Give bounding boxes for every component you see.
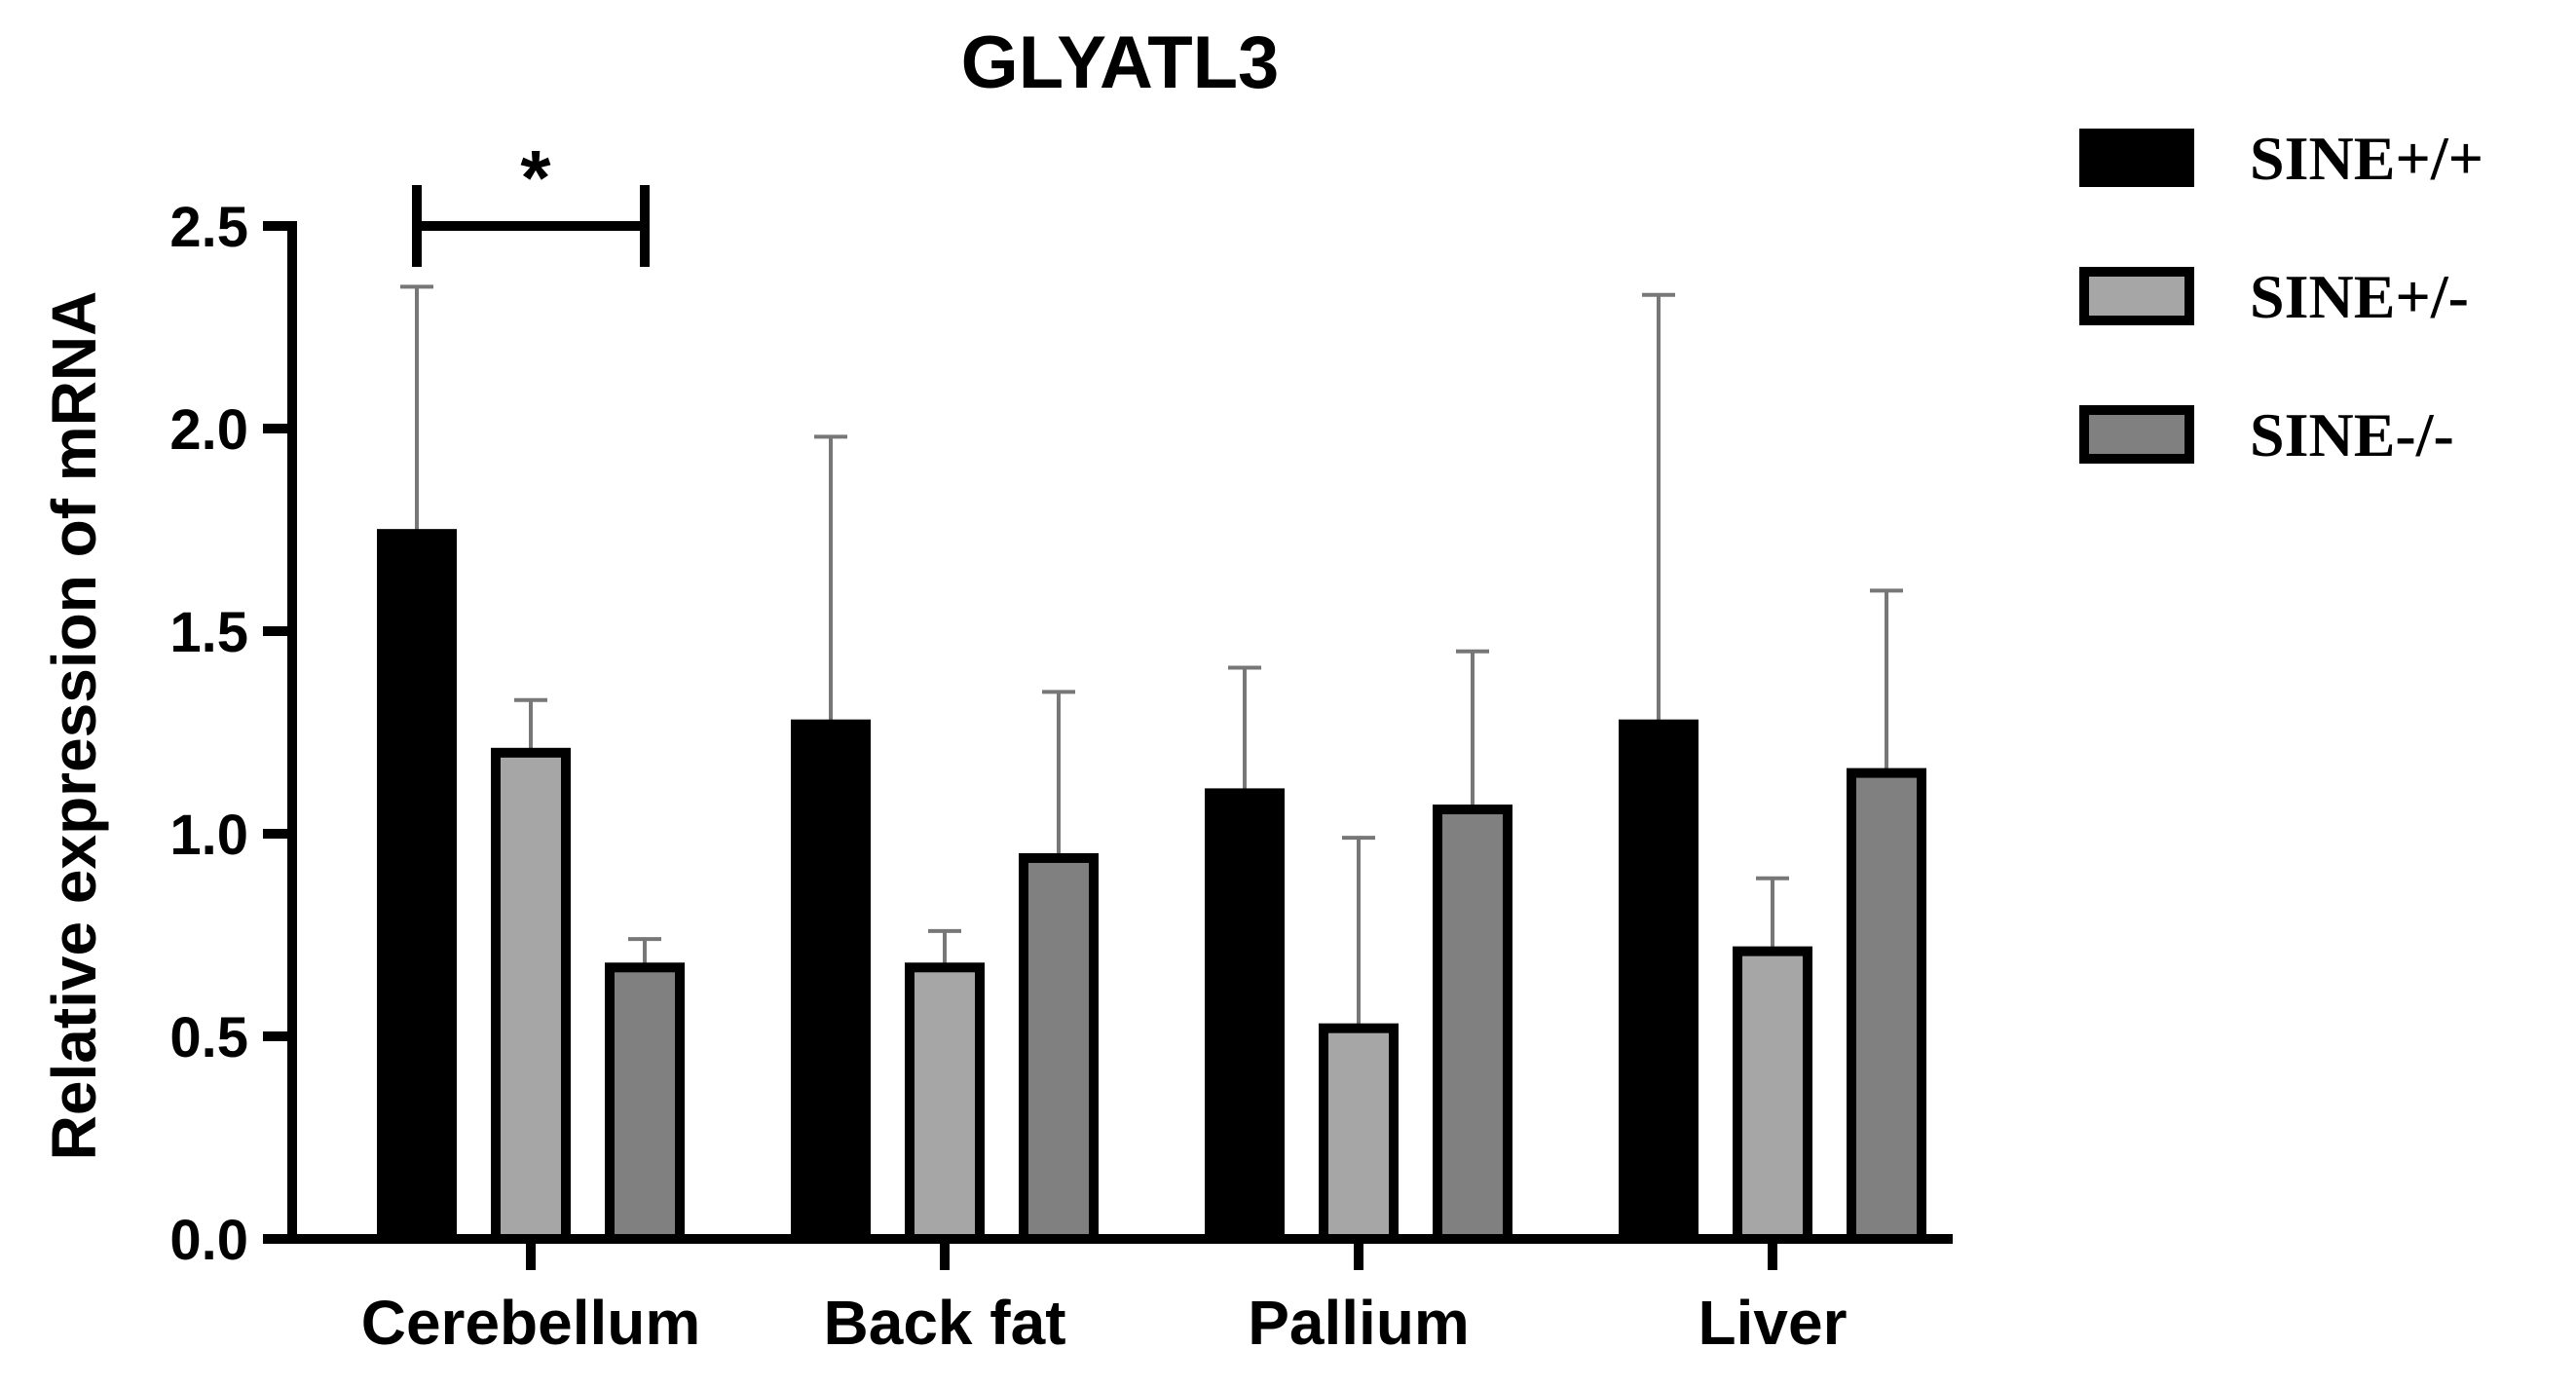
legend-label: SINE+/- xyxy=(2250,262,2469,331)
x-tick-label: Pallium xyxy=(1248,1288,1470,1358)
significance-marker: * xyxy=(520,134,551,221)
bar xyxy=(1619,719,1699,1244)
y-tick-label: 0.5 xyxy=(169,1006,248,1069)
bar xyxy=(1433,805,1512,1244)
y-tick-label: 0.0 xyxy=(169,1209,248,1272)
x-tick-label: Liver xyxy=(1699,1288,1848,1358)
plot-area: 0.0 0.5 1.0 1.5 2.0 2.5 Cerebellum Back fat Pall… xyxy=(169,134,1953,1358)
bar xyxy=(791,719,871,1244)
y-tick-label: 2.0 xyxy=(169,398,248,462)
bar xyxy=(1205,788,1285,1245)
legend-label: SINE+/+ xyxy=(2250,124,2483,193)
y-tick-label: 1.0 xyxy=(169,804,248,867)
y-tick-label: 2.5 xyxy=(169,196,248,259)
bar xyxy=(1319,1023,1399,1245)
y-axis-label: Relative expression of mRNA xyxy=(39,291,109,1161)
chart-title: GLYATL3 xyxy=(961,21,1280,104)
legend-label: SINE-/- xyxy=(2250,400,2454,469)
y-tick-label: 1.5 xyxy=(169,601,248,664)
bar xyxy=(605,962,685,1245)
bar xyxy=(377,529,457,1244)
legend-swatch xyxy=(2079,129,2194,187)
bar xyxy=(1733,946,1812,1244)
legend-swatch xyxy=(2079,267,2194,325)
bar xyxy=(905,962,985,1245)
bar xyxy=(1019,852,1099,1245)
legend-swatch xyxy=(2079,405,2194,464)
legend: SINE+/+ SINE+/- SINE-/- xyxy=(2079,124,2483,469)
bar xyxy=(491,747,571,1244)
x-tick-label: Back fat xyxy=(824,1288,1066,1358)
bar xyxy=(1847,768,1926,1244)
x-tick-label: Cerebellum xyxy=(361,1288,701,1358)
